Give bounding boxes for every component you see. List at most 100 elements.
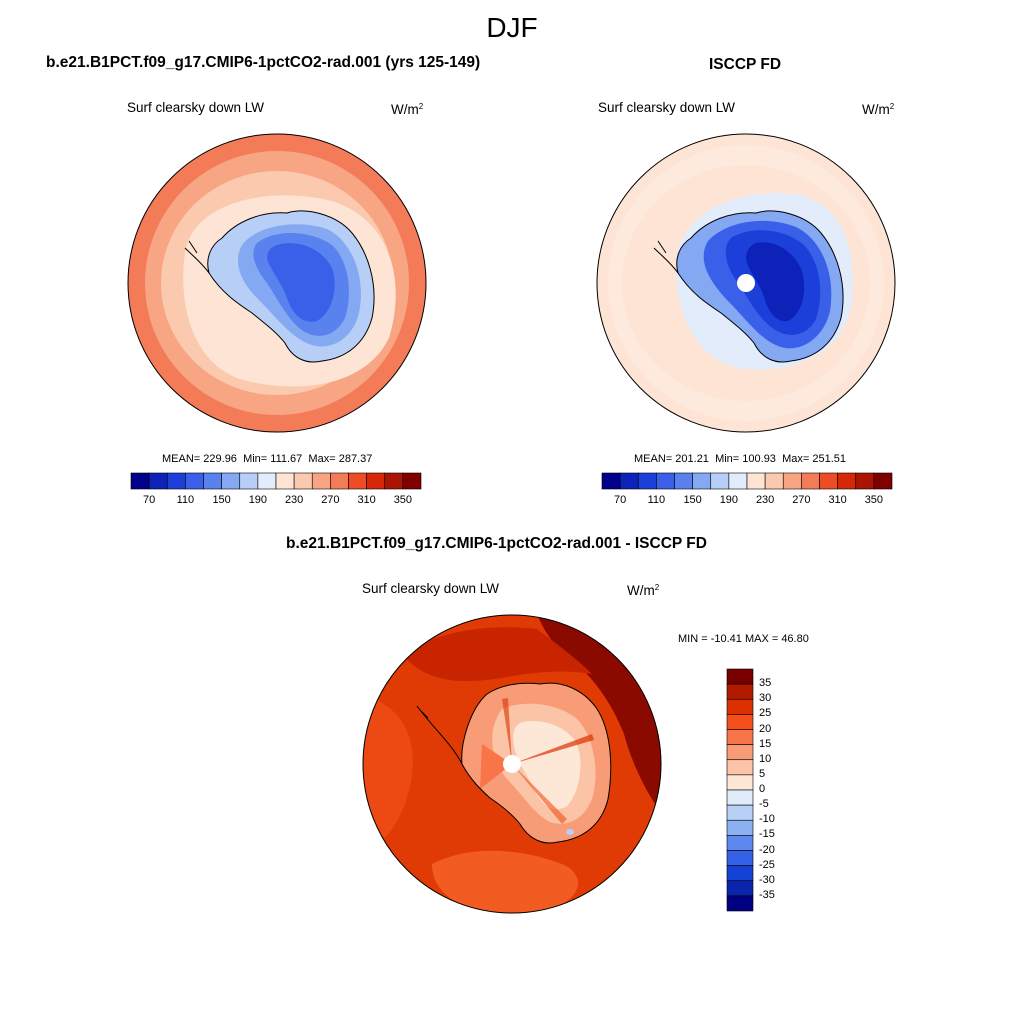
colorbar-swatch bbox=[275, 472, 295, 490]
obs-coastline bbox=[676, 210, 844, 363]
colorbar-tick-label: 20 bbox=[759, 722, 772, 735]
obs-units-label: W/m2 bbox=[862, 102, 895, 117]
diff-peninsula bbox=[416, 705, 463, 765]
colorbar-tick-label: 270 bbox=[792, 494, 811, 506]
colorbar-swatch bbox=[601, 472, 621, 490]
colorbar-swatch bbox=[726, 789, 754, 806]
diff-radial-streak-2 bbox=[502, 698, 512, 764]
colorbar-swatch bbox=[130, 472, 150, 490]
colorbar-tick-label: 70 bbox=[614, 494, 627, 506]
diff-units-label: W/m2 bbox=[627, 583, 660, 598]
diff-radial-streak-1 bbox=[512, 734, 594, 764]
colorbar-tick-label: 350 bbox=[864, 494, 884, 506]
obs-map-border bbox=[596, 133, 896, 433]
model-peninsula bbox=[184, 240, 210, 274]
colorbar-swatch bbox=[311, 472, 331, 490]
colorbar-tick-label: 110 bbox=[176, 494, 195, 506]
colorbar-swatch bbox=[837, 472, 857, 490]
colorbar-tick-label: 150 bbox=[212, 494, 231, 506]
colorbar-swatch bbox=[726, 729, 754, 745]
colorbar-tick-label: 190 bbox=[248, 494, 268, 506]
diff-map-border bbox=[362, 614, 662, 914]
obs-variable-label: Surf clearsky down LW bbox=[598, 100, 736, 115]
diff-variable-label: Surf clearsky down LW bbox=[362, 581, 500, 596]
colorbar-swatch bbox=[239, 472, 259, 490]
colorbar-tick-label: -35 bbox=[759, 888, 775, 901]
colorbar-tick-label: 5 bbox=[759, 767, 766, 780]
obs-stats: MEAN= 201.21 Min= 100.93 Max= 251.51 bbox=[634, 453, 846, 465]
colorbar-tick-label: 350 bbox=[393, 494, 413, 506]
colorbar-swatch bbox=[203, 472, 222, 490]
colorbar-swatch bbox=[726, 759, 754, 776]
colorbar-swatch bbox=[801, 472, 820, 490]
colorbar-swatch bbox=[221, 472, 241, 490]
colorbar-tick-label: 230 bbox=[755, 494, 775, 506]
colorbar-tick-label: -15 bbox=[759, 828, 775, 841]
colorbar-tick-label: -10 bbox=[759, 813, 775, 826]
diff-west-patch bbox=[363, 694, 413, 854]
colorbar-tick-label: 0 bbox=[759, 783, 766, 795]
colorbar-tick-label: -20 bbox=[759, 843, 775, 856]
model-map-border bbox=[127, 133, 427, 433]
colorbar-tick-label: 310 bbox=[357, 494, 376, 506]
colorbar-swatch bbox=[726, 835, 754, 851]
colorbar-tick-label: 150 bbox=[683, 494, 702, 506]
colorbar-swatch bbox=[726, 880, 754, 897]
diff-pole-hole bbox=[503, 755, 521, 773]
colorbar-swatch bbox=[782, 472, 802, 490]
colorbar-swatch bbox=[692, 472, 712, 490]
colorbar-swatch bbox=[728, 472, 748, 490]
diff-north-band bbox=[402, 627, 592, 682]
colorbar-swatch bbox=[619, 472, 639, 490]
colorbar-swatch bbox=[185, 472, 204, 490]
colorbar-tick-label: 190 bbox=[719, 494, 739, 506]
colorbar-swatch bbox=[726, 819, 754, 836]
model-polar-map bbox=[127, 133, 427, 433]
colorbar-tick-label: 25 bbox=[759, 707, 772, 720]
colorbar-tick-label: 30 bbox=[759, 692, 772, 705]
colorbar-swatch bbox=[726, 744, 754, 761]
colorbar-tick-label: -5 bbox=[759, 798, 769, 811]
colorbar-swatch bbox=[726, 850, 754, 866]
obs-peninsula bbox=[653, 240, 679, 274]
colorbar-swatch bbox=[726, 698, 754, 715]
colorbar-swatch bbox=[819, 472, 838, 490]
colorbar-swatch bbox=[384, 472, 404, 490]
colorbar-tick-label: 230 bbox=[284, 494, 304, 506]
colorbar-swatch bbox=[166, 472, 186, 490]
colorbar-tick-label: 15 bbox=[759, 737, 772, 750]
diff-radial-streak-3 bbox=[512, 764, 567, 824]
model-contour-130 bbox=[267, 243, 335, 322]
colorbar-swatch bbox=[726, 774, 754, 791]
model-variable-label: Surf clearsky down LW bbox=[127, 100, 265, 115]
diff-coastline bbox=[461, 682, 612, 844]
colorbar-tick-label: -30 bbox=[759, 873, 775, 886]
diff-interior-5 bbox=[513, 720, 581, 810]
colorbar-tick-label: 110 bbox=[647, 494, 666, 506]
colorbar-swatch bbox=[726, 683, 754, 700]
colorbar-swatch bbox=[674, 472, 693, 490]
colorbar-swatch bbox=[855, 472, 875, 490]
model-colorbar bbox=[130, 472, 422, 490]
colorbar-swatch bbox=[293, 472, 313, 490]
colorbar-swatch bbox=[348, 472, 367, 490]
obs-case-title: ISCCP FD bbox=[709, 56, 782, 73]
diff-ross-streak bbox=[480, 744, 512, 789]
colorbar-tick-label: 70 bbox=[143, 494, 156, 506]
model-case-title: b.e21.B1PCT.f09_g17.CMIP6-1pctCO2-rad.00… bbox=[46, 54, 481, 71]
colorbar-tick-label: 35 bbox=[759, 677, 772, 690]
colorbar-swatch bbox=[726, 804, 754, 821]
colorbar-swatch bbox=[366, 472, 386, 490]
obs-polar-map bbox=[596, 133, 896, 433]
colorbar-swatch bbox=[402, 472, 422, 490]
diff-polar-map bbox=[362, 614, 662, 914]
colorbar-swatch bbox=[330, 472, 349, 490]
colorbar-swatch bbox=[764, 472, 784, 490]
diff-case-title: b.e21.B1PCT.f09_g17.CMIP6-1pctCO2-rad.00… bbox=[286, 535, 707, 552]
model-stats: MEAN= 229.96 Min= 111.67 Max= 287.37 bbox=[162, 453, 373, 465]
model-units-label: W/m2 bbox=[391, 102, 424, 117]
colorbar-swatch bbox=[726, 865, 754, 882]
diff-south-patch bbox=[432, 850, 578, 913]
colorbar-tick-label: 310 bbox=[828, 494, 847, 506]
colorbar-tick-label: 10 bbox=[759, 752, 772, 765]
